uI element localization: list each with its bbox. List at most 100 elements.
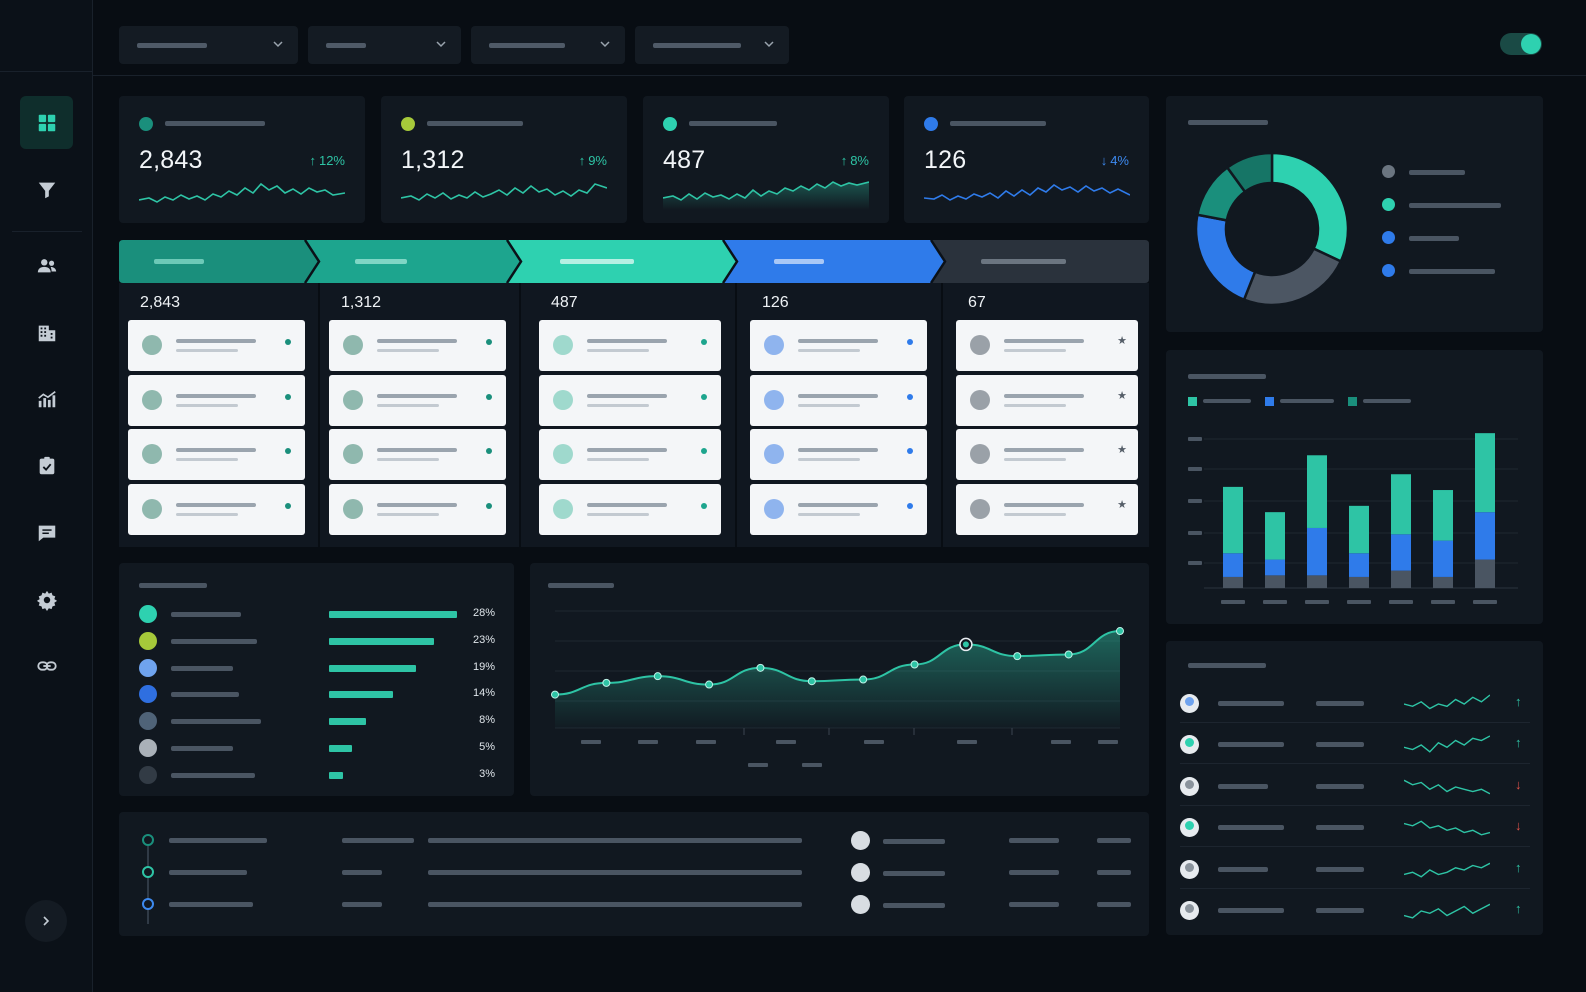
sidebar-item-integrations[interactable] xyxy=(20,639,73,692)
donut-slice[interactable] xyxy=(1194,213,1257,302)
pipeline-card[interactable] xyxy=(329,320,506,371)
donut-slice[interactable] xyxy=(1270,151,1350,264)
data-point[interactable] xyxy=(859,675,868,684)
kpi-card[interactable]: 487 ↑ 8% xyxy=(643,96,889,223)
pipeline-card[interactable]: ★ xyxy=(956,484,1138,535)
top-list-row[interactable]: ↓ xyxy=(1180,807,1530,848)
pipeline-card[interactable] xyxy=(329,429,506,480)
bar-segment[interactable] xyxy=(1223,576,1243,588)
top-list-row[interactable]: ↑ xyxy=(1180,890,1530,930)
breakdown-row[interactable]: 3% xyxy=(139,764,499,786)
sidebar-item-users[interactable] xyxy=(20,239,73,292)
pipeline-card[interactable] xyxy=(329,375,506,426)
data-point[interactable] xyxy=(910,660,919,669)
pipeline-stage-2[interactable] xyxy=(305,240,521,283)
bar-segment[interactable] xyxy=(1265,559,1285,576)
star-icon[interactable]: ★ xyxy=(1117,499,1127,511)
pipeline-card[interactable] xyxy=(329,484,506,535)
bar-segment[interactable] xyxy=(1349,553,1369,577)
bar-segment[interactable] xyxy=(1391,474,1411,535)
sidebar-item-messages[interactable] xyxy=(20,506,73,559)
bar-segment[interactable] xyxy=(1307,575,1327,588)
breakdown-row[interactable]: 14% xyxy=(139,683,499,705)
top-list-row[interactable]: ↑ xyxy=(1180,849,1530,889)
filter-dropdown-4[interactable] xyxy=(635,26,789,64)
sidebar-item-settings[interactable] xyxy=(20,573,73,626)
bar-segment[interactable] xyxy=(1391,534,1411,571)
donut-slice[interactable] xyxy=(1225,151,1274,194)
timeline-row[interactable] xyxy=(119,895,1149,920)
breakdown-row[interactable]: 28% xyxy=(139,603,499,625)
sidebar-item-filter[interactable] xyxy=(20,163,73,216)
bar-segment[interactable] xyxy=(1475,433,1495,513)
bar-segment[interactable] xyxy=(1433,576,1453,588)
breakdown-row[interactable]: 8% xyxy=(139,710,499,732)
breakdown-row[interactable]: 19% xyxy=(139,657,499,679)
sidebar-item-companies[interactable] xyxy=(20,306,73,359)
bar-segment[interactable] xyxy=(1265,512,1285,560)
data-point[interactable] xyxy=(551,690,559,699)
sidebar-expand-button[interactable] xyxy=(25,900,67,942)
data-point[interactable] xyxy=(602,678,611,687)
pipeline-card[interactable] xyxy=(539,320,721,371)
data-point[interactable] xyxy=(705,680,714,689)
bar-segment[interactable] xyxy=(1307,527,1327,576)
sidebar-item-analytics[interactable] xyxy=(20,372,73,425)
bar-segment[interactable] xyxy=(1223,553,1243,577)
pipeline-card[interactable] xyxy=(539,429,721,480)
donut-slice[interactable] xyxy=(1242,246,1343,307)
star-icon[interactable]: ★ xyxy=(1117,390,1127,402)
pipeline-card[interactable] xyxy=(750,375,927,426)
sidebar-item-dashboard[interactable] xyxy=(20,96,73,149)
data-point[interactable] xyxy=(1064,650,1073,659)
pipeline-stage-1[interactable] xyxy=(119,240,319,283)
pipeline-card[interactable]: ★ xyxy=(956,429,1138,480)
bar-segment[interactable] xyxy=(1265,575,1285,588)
status-dot xyxy=(701,339,707,345)
data-point[interactable] xyxy=(1013,652,1022,661)
pipeline-card[interactable] xyxy=(128,484,305,535)
timeline-row[interactable] xyxy=(119,831,1149,856)
top-list-row[interactable]: ↓ xyxy=(1180,766,1530,806)
pipeline-card[interactable] xyxy=(750,320,927,371)
sidebar-item-tasks[interactable] xyxy=(20,439,73,492)
pipeline-card[interactable] xyxy=(539,484,721,535)
breakdown-row[interactable]: 23% xyxy=(139,630,499,652)
data-point[interactable] xyxy=(756,663,765,672)
pipeline-card[interactable] xyxy=(750,484,927,535)
bar-segment[interactable] xyxy=(1391,570,1411,588)
data-point[interactable] xyxy=(653,672,662,681)
bar-segment[interactable] xyxy=(1475,559,1495,588)
bar-segment[interactable] xyxy=(1475,512,1495,560)
kpi-card[interactable]: 1,312 ↑ 9% xyxy=(381,96,627,223)
data-point[interactable] xyxy=(807,677,816,686)
pipeline-card[interactable] xyxy=(128,375,305,426)
star-icon[interactable]: ★ xyxy=(1117,335,1127,347)
top-list-row[interactable]: ↑ xyxy=(1180,724,1530,765)
pipeline-card[interactable] xyxy=(128,429,305,480)
filter-dropdown-2[interactable] xyxy=(308,26,461,64)
pipeline-card[interactable]: ★ xyxy=(956,375,1138,426)
pipeline-card[interactable]: ★ xyxy=(956,320,1138,371)
top-list-row[interactable]: ↑ xyxy=(1180,683,1530,723)
breakdown-row[interactable]: 5% xyxy=(139,737,499,759)
kpi-card[interactable]: 2,843 ↑ 12% xyxy=(119,96,365,223)
kpi-card[interactable]: 126 ↓ 4% xyxy=(904,96,1149,223)
bar-segment[interactable] xyxy=(1307,455,1327,528)
pipeline-card[interactable] xyxy=(539,375,721,426)
filter-dropdown-1[interactable] xyxy=(119,26,298,64)
pipeline-card[interactable] xyxy=(750,429,927,480)
bar-segment[interactable] xyxy=(1433,540,1453,577)
bar-segment[interactable] xyxy=(1433,490,1453,541)
bar-segment[interactable] xyxy=(1349,505,1369,554)
data-point[interactable] xyxy=(1116,627,1124,636)
theme-toggle[interactable] xyxy=(1500,33,1542,55)
bar-segment[interactable] xyxy=(1349,576,1369,588)
y-tick-label xyxy=(1188,531,1202,535)
bar-segment[interactable] xyxy=(1223,486,1243,554)
timeline-row[interactable] xyxy=(119,863,1149,888)
filter-dropdown-3[interactable] xyxy=(471,26,625,64)
pipeline-stage-4[interactable] xyxy=(723,240,945,283)
star-icon[interactable]: ★ xyxy=(1117,444,1127,456)
pipeline-card[interactable] xyxy=(128,320,305,371)
